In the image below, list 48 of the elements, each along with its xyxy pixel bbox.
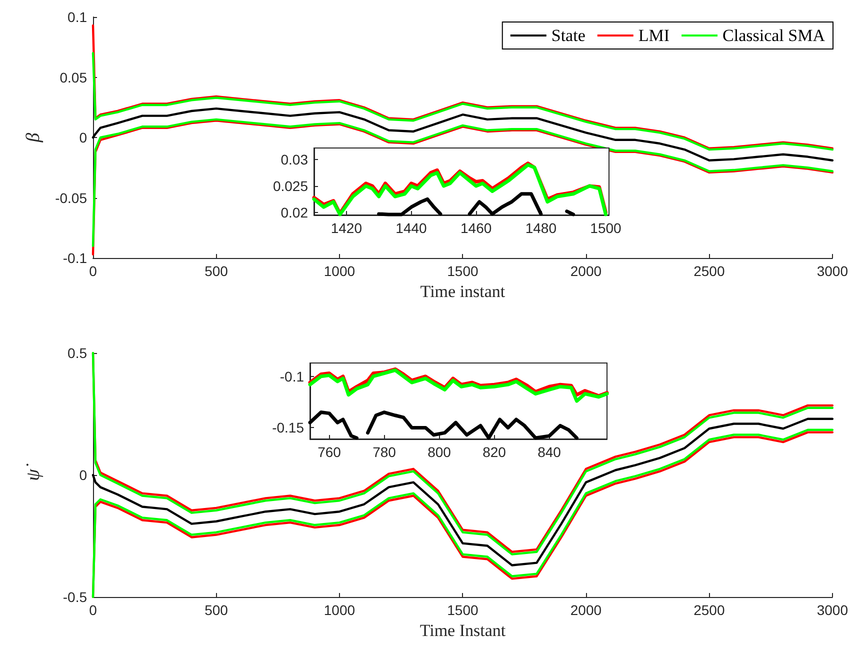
legend-label: State [551,26,586,45]
x-tick-label: 0 [89,263,98,279]
y-tick-label: 0.5 [68,345,88,361]
x-tick-label: 3000 [816,263,848,279]
x-tick-label: 1480 [525,220,557,236]
x-tick-label: 2000 [570,602,602,618]
x-tick-label: 1000 [324,602,356,618]
y-tick-label: -0.05 [55,190,88,206]
y-tick-label: 0.02 [280,204,308,220]
y-tick-label: 0 [79,130,88,146]
line-series [92,418,834,566]
x-tick-label: 2500 [694,263,725,279]
x-tick-label: 760 [318,444,342,460]
x-tick-label: 0 [89,602,98,618]
x-tick-label: 500 [204,602,228,618]
y-axis-title: β [23,132,44,144]
x-tick-label: 780 [372,444,396,460]
x-axis-title: Time Instant [420,620,506,640]
x-tick-label: 3000 [816,602,848,618]
x-tick-label: 1440 [396,220,428,236]
legend-label: Classical SMA [722,26,826,45]
x-tick-label: 840 [538,444,562,460]
y-tick-label: 0.025 [272,178,308,194]
line-series [308,368,609,403]
y-tick-label: 0.03 [280,152,308,168]
y-tick-label: -0.5 [62,589,88,605]
x-tick-label: 1500 [590,220,622,236]
x-tick-label: 2000 [570,263,602,279]
x-tick-label: 1460 [460,220,492,236]
x-tick-label: 1500 [447,263,478,279]
x-tick-label: 500 [204,263,228,279]
x-tick-label: 1000 [324,263,356,279]
y-tick-label: -0.15 [272,420,304,436]
x-tick-label: 1420 [330,220,362,236]
y-tick-label: 0.05 [60,69,88,86]
y-tick-label: 0.1 [68,9,88,25]
y-axis-title: ψ̇ [23,463,44,481]
y-tick-label: 0 [79,467,88,483]
x-tick-label: 800 [428,444,452,460]
y-tick-label: -0.1 [280,368,304,384]
legend-label: LMI [638,26,670,45]
x-tick-label: 2500 [694,602,725,618]
x-axis-title: Time instant [420,282,506,301]
x-tick-label: 1500 [447,602,478,618]
x-tick-label: 820 [482,444,506,460]
line-series [92,52,834,151]
y-tick-label: -0.1 [62,250,88,266]
line-series [92,24,834,150]
